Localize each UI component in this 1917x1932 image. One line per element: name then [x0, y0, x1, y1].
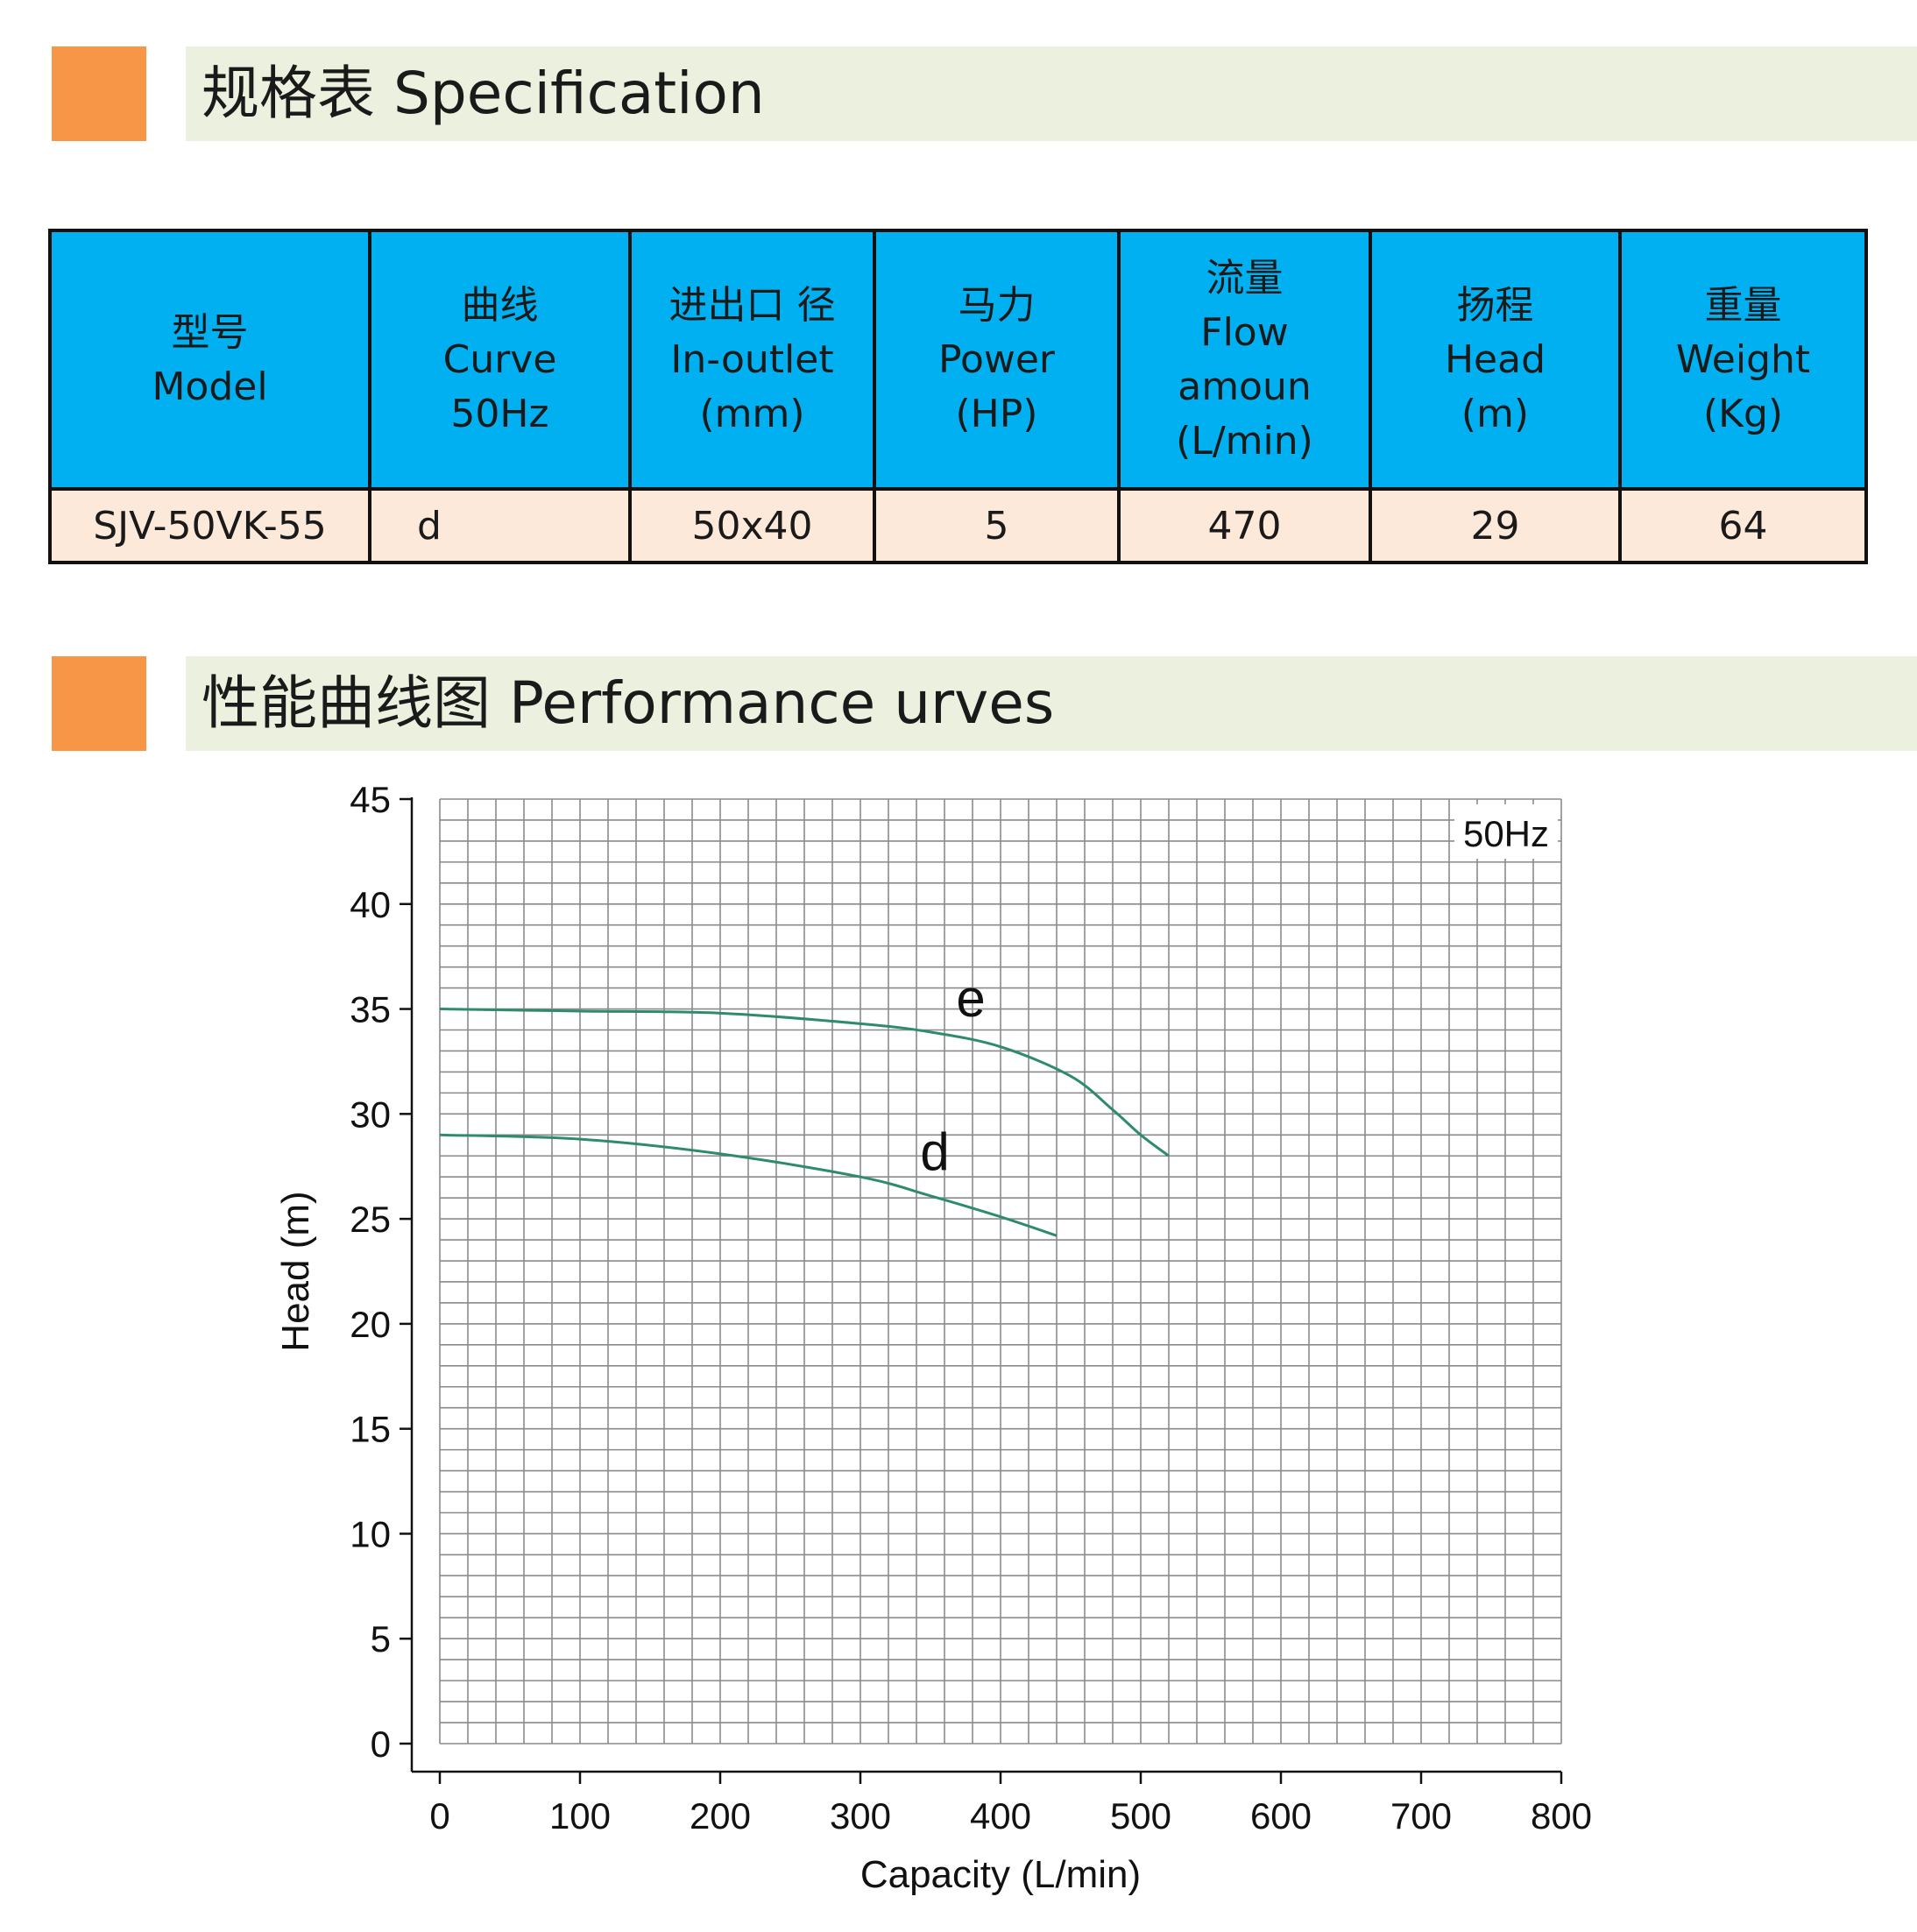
chart-series [439, 1008, 1170, 1237]
cell-power: 5 [873, 487, 1121, 564]
y-tick-label: 35 [350, 989, 391, 1030]
cell-curve: d [368, 487, 632, 564]
y-tick-label: 5 [371, 1618, 391, 1660]
x-tick-label: 500 [1110, 1795, 1171, 1836]
perf-section-title: 性能曲线图 Performance urves [202, 669, 1055, 737]
spec-header-row: 型号 Model 曲线 Curve 50Hz 进出口 径 In-outlet (… [48, 229, 1868, 491]
y-tick-label: 40 [350, 884, 391, 925]
y-tick-label: 45 [350, 779, 391, 820]
performance-chart: 0 5 10 15 20 25 30 35 40 45 0 100 200 300 400 500 600 700… [274, 779, 1592, 1896]
x-tick-label: 100 [549, 1795, 611, 1836]
x-tick-label: 600 [1250, 1795, 1312, 1836]
cell-flow: 470 [1117, 487, 1372, 564]
perf-section-marker [52, 656, 146, 751]
x-tick-label: 800 [1531, 1795, 1592, 1836]
series-label-e: e [956, 969, 985, 1028]
x-tick-label: 0 [429, 1795, 449, 1836]
chart-grid [439, 798, 1562, 1744]
header-flow: 流量 Flow amoun (L/min) [1117, 229, 1372, 491]
annotation-box [1454, 804, 1558, 859]
x-tick-label: 400 [970, 1795, 1031, 1836]
series-line-e [439, 1008, 1170, 1157]
cell-model: SJV-50VK-55 [48, 487, 371, 564]
series-line-d [439, 1133, 1058, 1237]
spec-section-marker [52, 46, 146, 141]
x-tick-label: 700 [1390, 1795, 1452, 1836]
table-row: SJV-50VK-55 d 50x40 5 470 29 64 [48, 487, 1868, 564]
x-tick-label: 300 [830, 1795, 891, 1836]
header-in-outlet: 进出口 径 In-outlet (mm) [628, 229, 876, 491]
y-tick-label: 20 [350, 1304, 391, 1345]
spec-table: 型号 Model 曲线 Curve 50Hz 进出口 径 In-outlet (… [48, 229, 1868, 564]
y-tick-label: 15 [350, 1409, 391, 1450]
header-model: 型号 Model [48, 229, 371, 491]
x-axis-title: Capacity (L/min) [860, 1853, 1141, 1896]
cell-in-outlet: 50x40 [628, 487, 876, 564]
y-tick-label: 30 [350, 1093, 391, 1135]
annotation-50hz: 50Hz [1463, 813, 1549, 854]
spec-section-band: 规格表 Specification [186, 46, 1917, 141]
header-curve: 曲线 Curve 50Hz [368, 229, 632, 491]
x-tick-label: 200 [690, 1795, 751, 1836]
y-tick-label: 10 [350, 1513, 391, 1554]
chart-axes [400, 797, 1563, 1784]
spec-section-title: 规格表 Specification [202, 60, 765, 127]
cell-weight: 64 [1618, 487, 1868, 564]
cell-head: 29 [1369, 487, 1622, 564]
header-weight: 重量 Weight (Kg) [1618, 229, 1868, 491]
y-axis-title: Head (m) [274, 1191, 317, 1351]
perf-section-band: 性能曲线图 Performance urves [186, 656, 1917, 751]
header-power: 马力 Power (HP) [873, 229, 1121, 491]
chart-labels: 0 5 10 15 20 25 30 35 40 45 0 100 200 300 400 500 600 700… [274, 779, 1592, 1896]
header-head: 扬程 Head (m) [1369, 229, 1622, 491]
y-tick-label: 0 [371, 1723, 391, 1765]
series-label-d: d [920, 1122, 949, 1181]
y-tick-label: 25 [350, 1199, 391, 1240]
